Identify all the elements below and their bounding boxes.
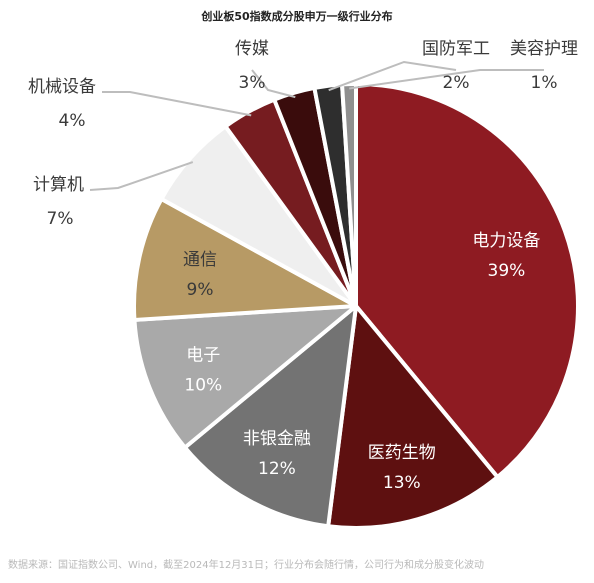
slice-10-label: 美容护理 <box>510 39 578 59</box>
slice-8-leader-line <box>251 69 296 99</box>
slice-8-label: 传媒 <box>235 39 269 59</box>
slice-4-wedge <box>132 304 358 450</box>
slice-2-label: 医药生物 <box>368 443 436 463</box>
slice-9-label: 国防军工 <box>422 39 490 59</box>
slice-6-value: 7% <box>47 209 74 229</box>
slice-4-value: 10% <box>184 376 222 396</box>
pie-slices <box>132 82 580 530</box>
slice-labels: 电力设备 39% 医药生物 13% 非银金融 12% 电子 10% 通信 9% 计算机 7% 机械设备 4… <box>28 39 578 493</box>
slice-6-leader-line <box>89 161 194 191</box>
slice-9-leader-line <box>328 60 457 92</box>
slice-2-value: 13% <box>383 473 421 493</box>
slice-2-wedge <box>326 304 500 530</box>
slice-8-value: 3% <box>239 73 266 93</box>
slice-3-value: 12% <box>258 459 296 479</box>
slice-6-label: 计算机 <box>33 175 84 195</box>
slice-7-label: 机械设备 <box>28 77 96 97</box>
slice-9-value: 2% <box>443 73 470 93</box>
slice-5-label: 通信 <box>183 250 217 270</box>
slice-5-wedge <box>132 197 358 322</box>
slice-3-label: 非银金融 <box>243 429 311 449</box>
slice-1-value: 39% <box>488 261 526 281</box>
slice-5-value: 9% <box>187 280 214 300</box>
slice-10-leader-line <box>349 69 544 90</box>
slice-10-value: 1% <box>531 73 558 93</box>
slice-3-wedge <box>182 304 358 529</box>
slice-4-label: 电子 <box>186 346 220 366</box>
slice-7-leader-line <box>102 91 252 117</box>
chart-title: 创业板50指数成分股申万一级行业分布 <box>201 10 393 23</box>
slice-7-value: 4% <box>59 111 86 131</box>
slice-1-label: 电力设备 <box>472 231 540 251</box>
leader-lines <box>89 60 544 191</box>
slice-1-wedge <box>354 82 580 480</box>
source-note: 数据来源：国证指数公司、Wind，截至2024年12月31日；行业分布会随行情，… <box>8 560 485 571</box>
